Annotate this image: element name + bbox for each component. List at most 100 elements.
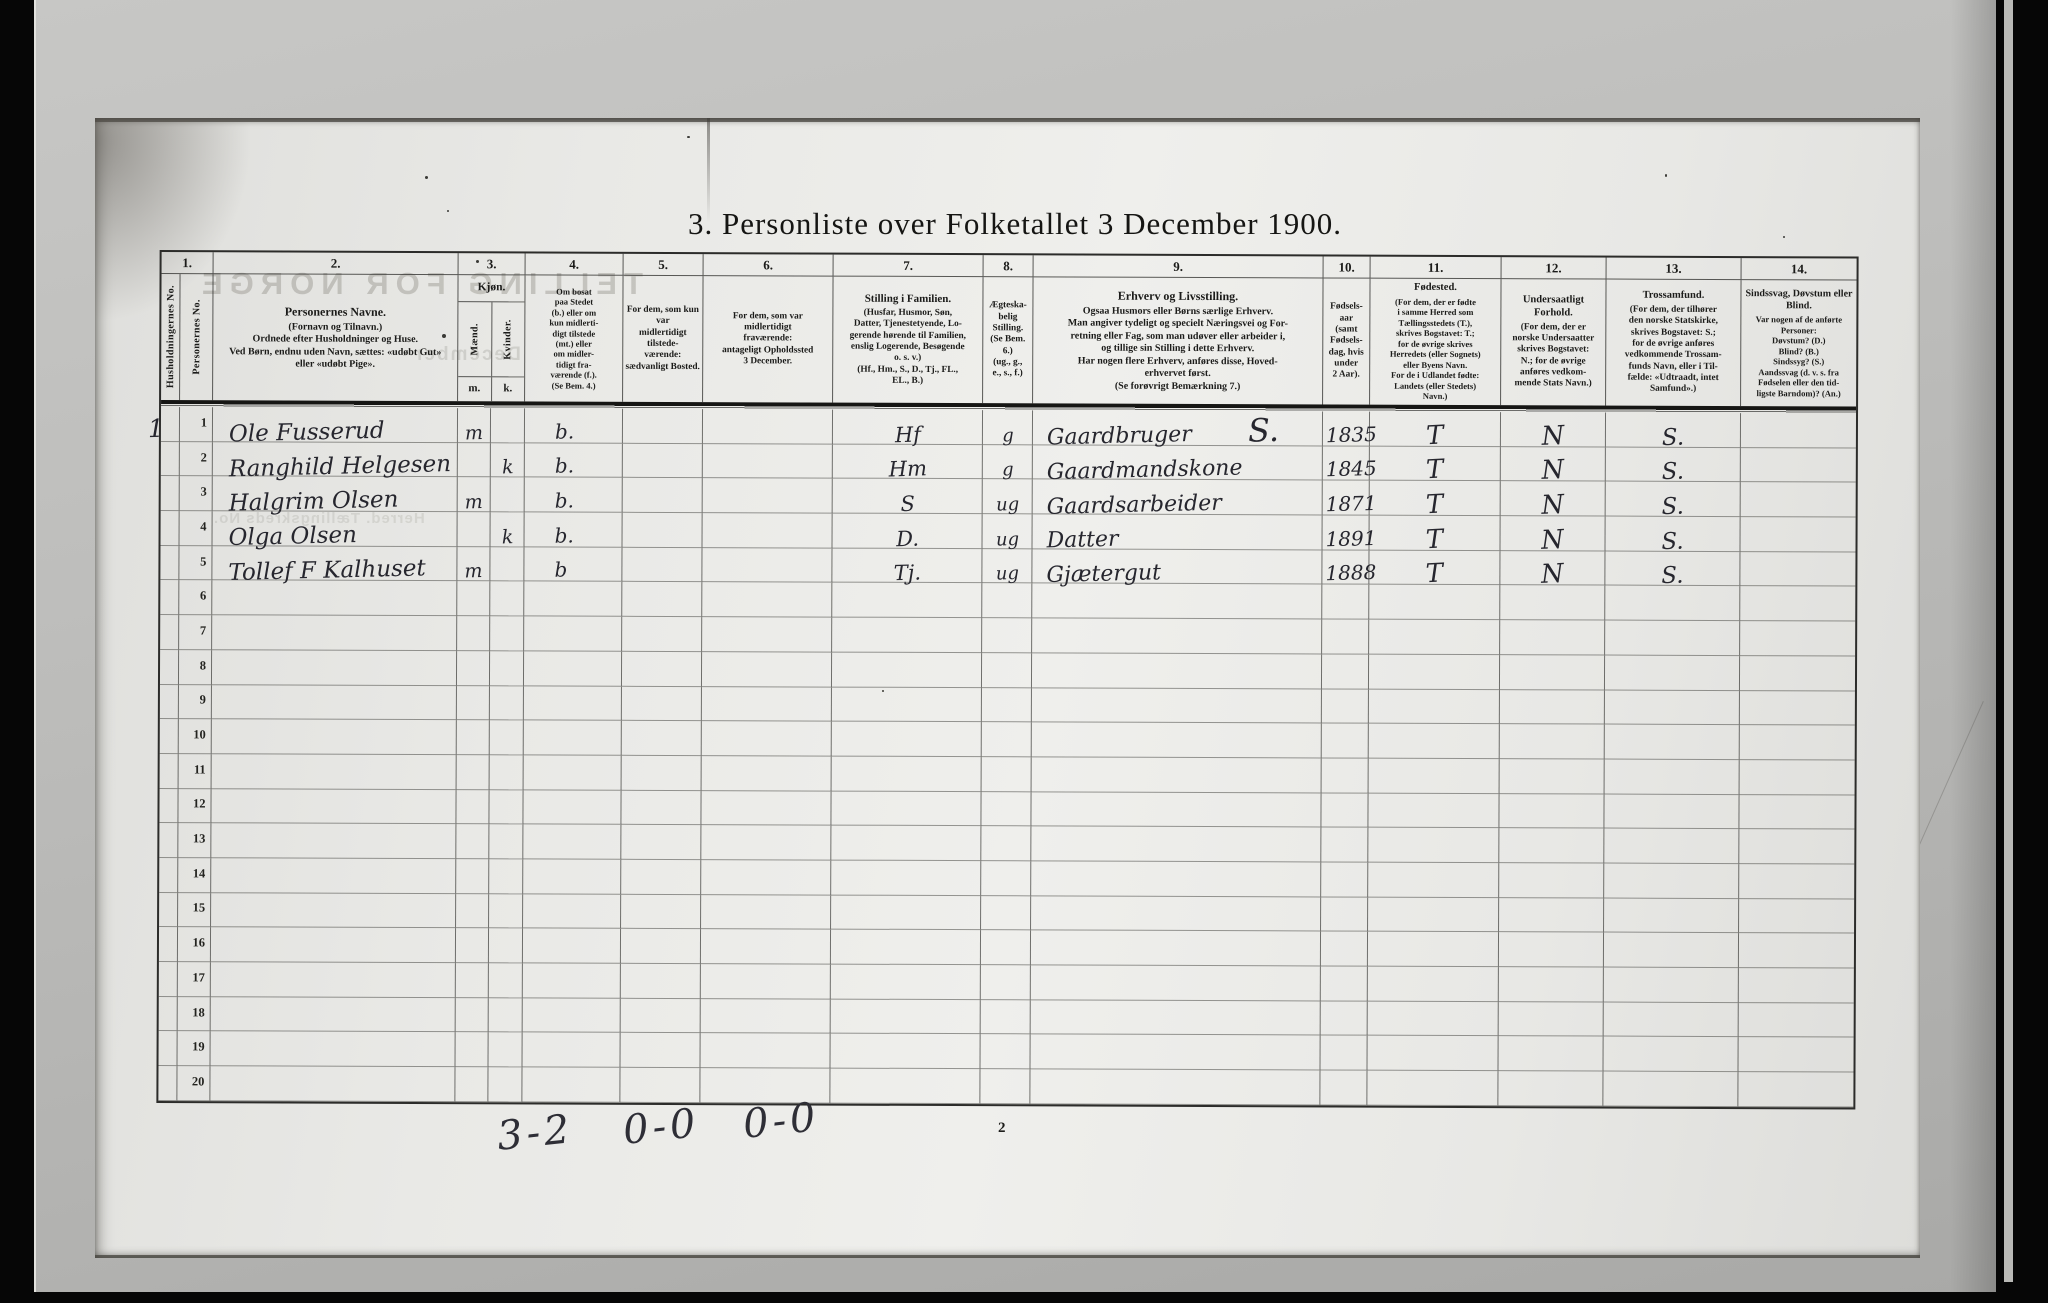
cell-family-position: Tj. xyxy=(832,548,983,586)
cell-person-no-value: 9 xyxy=(199,692,206,707)
header-line: Ved Børn, endnu uden Navn, sættes: «udøb… xyxy=(229,345,442,358)
cell-sex-male xyxy=(456,824,490,860)
cell-temporary-absent xyxy=(702,582,833,618)
cell-birth-year-value: 1845 xyxy=(1325,456,1377,482)
cell-disabilities xyxy=(1740,621,1856,657)
cell-residence-status-value: b. xyxy=(554,488,575,513)
cell-residence-status xyxy=(524,616,623,652)
cell-disabilities xyxy=(1738,1037,1854,1073)
cell-birthplace xyxy=(1367,966,1499,1002)
header-line: (For dem, der er fødte xyxy=(1394,296,1476,308)
cell-family-position-value: S xyxy=(899,491,915,517)
cell-household-no xyxy=(159,719,179,754)
cell-birth-year xyxy=(1321,688,1369,724)
cell-household-no xyxy=(160,441,180,477)
cell-sex-female xyxy=(489,755,524,790)
header-disabilities: Sindssvag, Døvstum eller Blind. Var noge… xyxy=(1741,280,1856,406)
cell-birth-year: 1891 xyxy=(1322,515,1377,551)
cell-sex-female xyxy=(489,859,524,895)
header-family-position: Stilling i Familien. (Husfar, Husmor, Sø… xyxy=(833,276,984,404)
cell-sex-male xyxy=(457,581,491,617)
column-number: 10. xyxy=(1323,256,1371,279)
cell-sex-female xyxy=(489,651,525,686)
cell-residence-status: b. xyxy=(524,443,623,478)
cell-birth-year xyxy=(1320,931,1369,967)
cell-sex-male xyxy=(457,512,491,548)
header-line: Man angiver tydeligt og specielt Nærings… xyxy=(1067,317,1289,330)
cell-birth-year xyxy=(1321,862,1369,898)
column-number: 3. xyxy=(458,253,526,276)
header-line: skrives Bogstavet: T.; xyxy=(1395,328,1475,339)
cell-religion: S. xyxy=(1605,516,1741,555)
cell-temporary-absent xyxy=(701,825,832,861)
cell-birthplace xyxy=(1367,931,1500,968)
cell-person-no: 3 xyxy=(179,476,213,512)
header-line: værende: xyxy=(644,350,682,361)
header-line: Tællingsstedets (T.), xyxy=(1398,317,1473,328)
cell-sex-male xyxy=(455,963,489,998)
cell-person-no-value: 2 xyxy=(200,449,207,465)
cell-temporary-absent xyxy=(701,790,832,826)
cell-temporary-absent xyxy=(702,409,834,445)
cell-marital-status-value: ug xyxy=(995,493,1020,516)
cell-household-no xyxy=(160,511,180,546)
cell-family-position xyxy=(830,1033,981,1070)
cell-disabilities xyxy=(1740,447,1856,483)
header-names: Personernes Navne. (Fornavn og Tilnavn.)… xyxy=(213,274,459,402)
cell-occupation-value: Gaardbruger xyxy=(1046,421,1193,451)
header-person-no: Personernes No. xyxy=(180,274,214,401)
cell-marital-status-value: ug xyxy=(995,563,1019,586)
header-line: Sindssyg? (S.) xyxy=(1773,356,1825,367)
cell-sex-male xyxy=(456,859,490,894)
cell-name xyxy=(211,754,457,790)
header-line: For de i Udlandet fødte: xyxy=(1391,370,1480,381)
cell-person-no-value: 13 xyxy=(192,831,206,846)
cell-citizenship-value: N xyxy=(1540,455,1565,487)
cell-temporary-present xyxy=(622,443,703,479)
cell-name xyxy=(211,650,458,686)
header-line: vedkommende Trossam- xyxy=(1624,350,1722,361)
cell-household-no xyxy=(158,1031,178,1067)
cell-sex-male-value: m xyxy=(464,490,484,514)
column-number: 14. xyxy=(1741,258,1857,281)
cell-family-position-value: D. xyxy=(895,526,919,551)
census-form-sheet: TELLING FOR NORGE December Herred. Tælli… xyxy=(95,118,1920,1258)
cell-residence-status xyxy=(523,859,622,895)
cell-name-value: Ole Fusserud xyxy=(228,417,385,448)
cell-person-no: 4 xyxy=(179,511,213,546)
header-line: (Hf., Hm., S., D., Tj., FL., xyxy=(857,364,959,375)
cell-religion xyxy=(1603,1036,1739,1073)
cell-religion-value: S. xyxy=(1661,528,1685,555)
cell-citizenship-value: N xyxy=(1540,420,1566,452)
cell-temporary-present xyxy=(622,512,703,548)
cell-occupation: Gaardmandskone xyxy=(1032,445,1323,486)
cell-occupation xyxy=(1031,653,1323,689)
cell-temporary-present xyxy=(621,755,702,791)
header-line: (samt xyxy=(1335,324,1358,335)
cell-citizenship xyxy=(1498,1036,1604,1072)
cell-marital-status: g xyxy=(982,444,1033,481)
column-number: 2. xyxy=(213,252,459,276)
cell-occupation xyxy=(1030,1034,1321,1071)
cell-person-no: 18 xyxy=(177,996,211,1032)
cell-family-position xyxy=(831,652,983,688)
cell-residence-status xyxy=(523,755,622,791)
cell-family-position xyxy=(831,721,982,758)
header-line: i samme Herred som xyxy=(1397,307,1474,318)
cell-residence-status: b. xyxy=(524,477,623,513)
header-line: funds Navn, eller i Til- xyxy=(1628,361,1718,372)
header-line: fraværende: xyxy=(743,333,793,344)
cell-citizenship xyxy=(1498,932,1605,968)
cell-sex-female-value: k xyxy=(500,525,514,549)
sheet-bottom-edge xyxy=(95,1255,1920,1258)
header-line: (For dem, der tilhører xyxy=(1629,304,1718,316)
cell-temporary-absent xyxy=(701,686,832,722)
cell-name-value: Tollef F Kalhuset xyxy=(228,555,427,587)
cell-sex-female xyxy=(489,789,524,825)
header-line: værende (f.). xyxy=(550,369,597,381)
cell-temporary-present xyxy=(621,894,702,930)
header-religion: Trossamfund. (For dem, der tilhører den n… xyxy=(1606,279,1742,407)
cell-name: Ole Fusserud xyxy=(212,407,459,447)
column-number: 12. xyxy=(1501,257,1607,280)
cell-birthplace xyxy=(1368,897,1500,933)
